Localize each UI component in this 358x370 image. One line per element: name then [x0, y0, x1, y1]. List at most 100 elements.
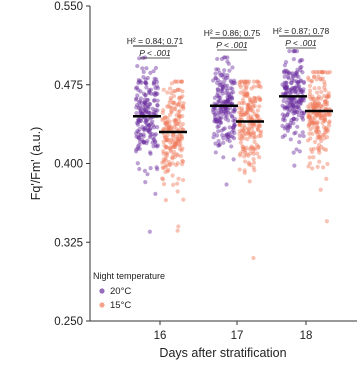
- data-point: [320, 70, 325, 75]
- data-point: [315, 125, 320, 130]
- data-point: [226, 110, 231, 115]
- data-point: [291, 104, 297, 109]
- data-point: [242, 168, 247, 173]
- data-point: [173, 142, 178, 147]
- data-point: [227, 94, 232, 99]
- data-point: [151, 144, 156, 149]
- data-point: [240, 126, 245, 131]
- data-point: [310, 116, 315, 121]
- data-point: [173, 117, 179, 123]
- data-point: [145, 138, 150, 144]
- data-point: [174, 141, 179, 146]
- data-point: [224, 133, 229, 138]
- data-point: [218, 88, 224, 93]
- data-point: [297, 133, 303, 138]
- data-point: [248, 134, 253, 139]
- data-point: [216, 95, 222, 100]
- data-point: [307, 122, 312, 127]
- data-point: [240, 112, 245, 117]
- data-point: [148, 133, 153, 138]
- data-point: [226, 118, 231, 123]
- data-point: [288, 80, 293, 85]
- data-point: [180, 146, 185, 151]
- data-point: [244, 85, 249, 90]
- data-point: [213, 117, 218, 122]
- data-point: [299, 115, 305, 120]
- data-point: [231, 128, 236, 133]
- data-point: [151, 91, 157, 97]
- data-point: [319, 116, 324, 121]
- data-point: [298, 96, 304, 102]
- data-point: [153, 85, 158, 91]
- data-point: [181, 101, 186, 106]
- data-point: [324, 176, 329, 181]
- data-point: [300, 70, 305, 75]
- data-point: [148, 150, 153, 155]
- data-point: [323, 99, 328, 104]
- data-point: [288, 71, 293, 76]
- data-point: [256, 145, 261, 150]
- data-point: [307, 106, 312, 111]
- data-point: [316, 74, 321, 79]
- data-point: [297, 99, 302, 105]
- data-point: [245, 91, 250, 97]
- data-point: [246, 105, 251, 110]
- data-point: [251, 151, 256, 156]
- data-point: [248, 162, 253, 167]
- data-point: [287, 100, 292, 105]
- data-point: [325, 70, 330, 75]
- data-point: [229, 94, 234, 99]
- data-point: [244, 145, 249, 150]
- data-point: [322, 79, 327, 84]
- data-point: [242, 131, 248, 136]
- data-point: [310, 120, 315, 125]
- data-point: [137, 56, 142, 61]
- data-point: [135, 144, 141, 149]
- data-point: [294, 74, 299, 79]
- data-point: [283, 85, 288, 90]
- data-point: [181, 106, 186, 111]
- data-point: [214, 133, 220, 138]
- data-point: [163, 120, 168, 126]
- data-point: [138, 96, 143, 101]
- data-point: [306, 115, 311, 120]
- data-point: [321, 103, 326, 108]
- data-point: [140, 124, 145, 129]
- data-point: [250, 149, 255, 154]
- data-point: [285, 112, 290, 117]
- data-point: [251, 84, 257, 89]
- data-point: [314, 104, 319, 110]
- data-point: [212, 119, 217, 124]
- data-point: [145, 75, 150, 81]
- data-point: [301, 117, 306, 122]
- data-point: [323, 129, 328, 135]
- data-point: [179, 79, 185, 84]
- data-point: [257, 80, 262, 85]
- data-point: [294, 109, 299, 114]
- data-point: [141, 139, 146, 145]
- data-point: [163, 135, 169, 140]
- data-point: [215, 56, 220, 62]
- data-point: [144, 140, 149, 146]
- data-point: [226, 135, 231, 140]
- data-point: [296, 84, 301, 89]
- data-point: [244, 110, 250, 115]
- data-point: [243, 110, 248, 115]
- data-point: [252, 112, 257, 117]
- data-point: [226, 132, 231, 137]
- data-point: [227, 91, 232, 96]
- data-point: [309, 79, 314, 84]
- data-point: [240, 146, 245, 152]
- data-point: [294, 101, 300, 106]
- data-point: [148, 130, 153, 135]
- data-point: [289, 96, 294, 101]
- data-point: [291, 49, 296, 54]
- data-point: [133, 86, 139, 91]
- data-point: [246, 126, 251, 131]
- data-point: [244, 110, 250, 115]
- data-point: [138, 89, 143, 94]
- data-point: [171, 152, 176, 157]
- data-point: [298, 100, 303, 106]
- data-point: [301, 98, 306, 103]
